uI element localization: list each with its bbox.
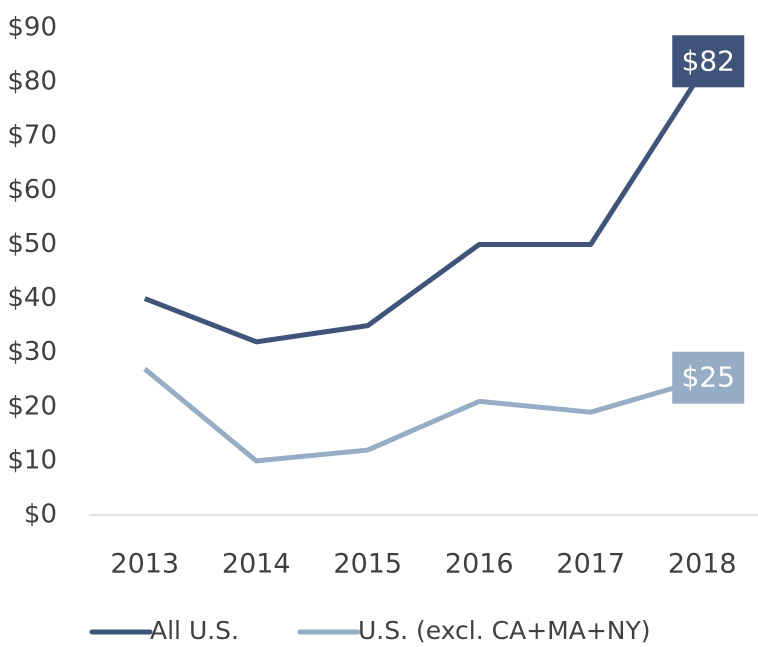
y-tick-label: $20 [7,391,57,421]
x-tick-label: 2017 [556,549,625,580]
value-label: $82 [682,44,735,77]
series-line [143,366,703,464]
legend-label: All U.S. [150,616,239,645]
value-label-box [672,35,745,88]
y-tick-label: $80 [7,67,57,97]
value-label: $25 [682,361,735,394]
y-tick-label: $40 [7,283,57,313]
legend-label: U.S. (excl. CA+MA+NY) [358,616,651,645]
x-tick-label: 2015 [333,549,402,580]
x-tick-label: 2013 [110,549,179,580]
value-label-box [672,351,745,404]
y-tick-label: $90 [7,13,57,43]
y-tick-label: $50 [7,229,57,259]
y-tick-label: $10 [7,445,57,475]
y-tick-label: $0 [24,500,57,530]
x-tick-label: 2016 [445,549,514,580]
x-tick-label: 2014 [222,549,291,580]
y-tick-label: $30 [7,337,57,367]
y-tick-label: $70 [7,121,57,151]
series-line [143,69,705,345]
x-tick-label: 2018 [668,549,737,580]
y-tick-label: $60 [7,175,57,205]
